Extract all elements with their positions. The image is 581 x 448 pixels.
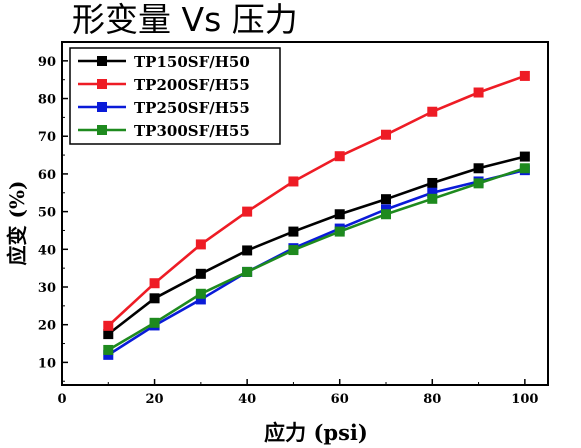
data-point-tp300sf-h55 [149,317,160,328]
data-point-tp150sf-h50 [242,245,253,256]
y-tick-label: 80 [38,93,56,108]
data-point-tp200sf-h55 [381,129,391,140]
legend-marker-tp150sf-h50 [97,56,107,66]
data-point-tp150sf-h50 [473,163,484,174]
legend-marker-tp300sf-h55 [97,125,107,135]
x-tick-label: 0 [57,392,66,407]
data-point-tp300sf-h55 [103,344,114,355]
legend-label-tp300sf-h55: TP300SF/H55 [134,122,250,140]
y-tick-label: 90 [38,55,56,70]
y-tick-label: 50 [38,206,56,221]
series-line-tp250sf-h55 [107,168,526,356]
data-point-tp150sf-h50 [334,209,345,220]
data-point-tp200sf-h55 [519,70,530,81]
data-point-tp200sf-h55 [427,106,438,117]
data-point-tp200sf-h55 [103,320,114,331]
data-point-tp150sf-h50 [519,151,530,162]
x-tick-label: 80 [423,392,441,407]
legend-marker-tp250sf-h55 [97,102,107,112]
data-point-tp200sf-h55 [334,151,345,162]
data-point-tp200sf-h55 [473,87,484,98]
plot-frame [61,41,549,386]
data-point-tp150sf-h50 [288,226,299,237]
y-tick-label: 20 [38,319,56,334]
data-point-tp300sf-h55 [334,226,345,237]
data-point-tp250sf-h55 [195,294,206,305]
chart-title: 形变量 Vs 压力 [72,0,298,39]
y-tick-label: 10 [38,356,56,371]
y-tick-label: 40 [38,243,56,258]
data-point-tp150sf-h50 [149,293,160,304]
data-point-tp300sf-h55 [519,163,530,174]
x-tick-label: 100 [511,392,538,407]
x-tick-label: 40 [238,392,256,407]
data-point-tp200sf-h55 [195,239,206,250]
data-point-tp300sf-h55 [288,245,299,256]
data-point-tp150sf-h50 [427,177,438,188]
legend-label-tp200sf-h55: TP200SF/H55 [134,76,250,94]
data-point-tp200sf-h55 [242,206,253,217]
x-axis-label: 应力 (psi) [264,420,368,445]
y-tick-label: 30 [38,281,56,296]
data-point-tp200sf-h55 [149,278,160,289]
legend-label-tp250sf-h55: TP250SF/H55 [134,99,250,117]
data-point-tp250sf-h55 [427,187,438,198]
legend-marker-tp200sf-h55 [97,79,107,89]
y-tick-label: 60 [38,168,56,183]
legend-label-tp150sf-h50: TP150SF/H50 [134,53,250,71]
data-point-tp300sf-h55 [381,209,391,220]
data-point-tp150sf-h50 [103,329,114,340]
data-point-tp300sf-h55 [242,266,253,277]
x-tick-label: 20 [146,392,164,407]
x-tick-label: 60 [331,392,349,407]
series-line-tp300sf-h55 [107,167,526,352]
data-point-tp300sf-h55 [427,193,438,204]
data-point-tp150sf-h50 [195,268,206,279]
series-line-tp200sf-h55 [107,74,526,327]
data-point-tp200sf-h55 [288,176,299,187]
y-tick-label: 70 [38,130,56,145]
data-point-tp300sf-h55 [195,288,206,299]
y-axis-label: 应变 (%) [5,181,29,266]
data-point-tp300sf-h55 [473,178,484,189]
series-line-tp150sf-h50 [107,155,526,336]
data-point-tp150sf-h50 [381,194,391,205]
